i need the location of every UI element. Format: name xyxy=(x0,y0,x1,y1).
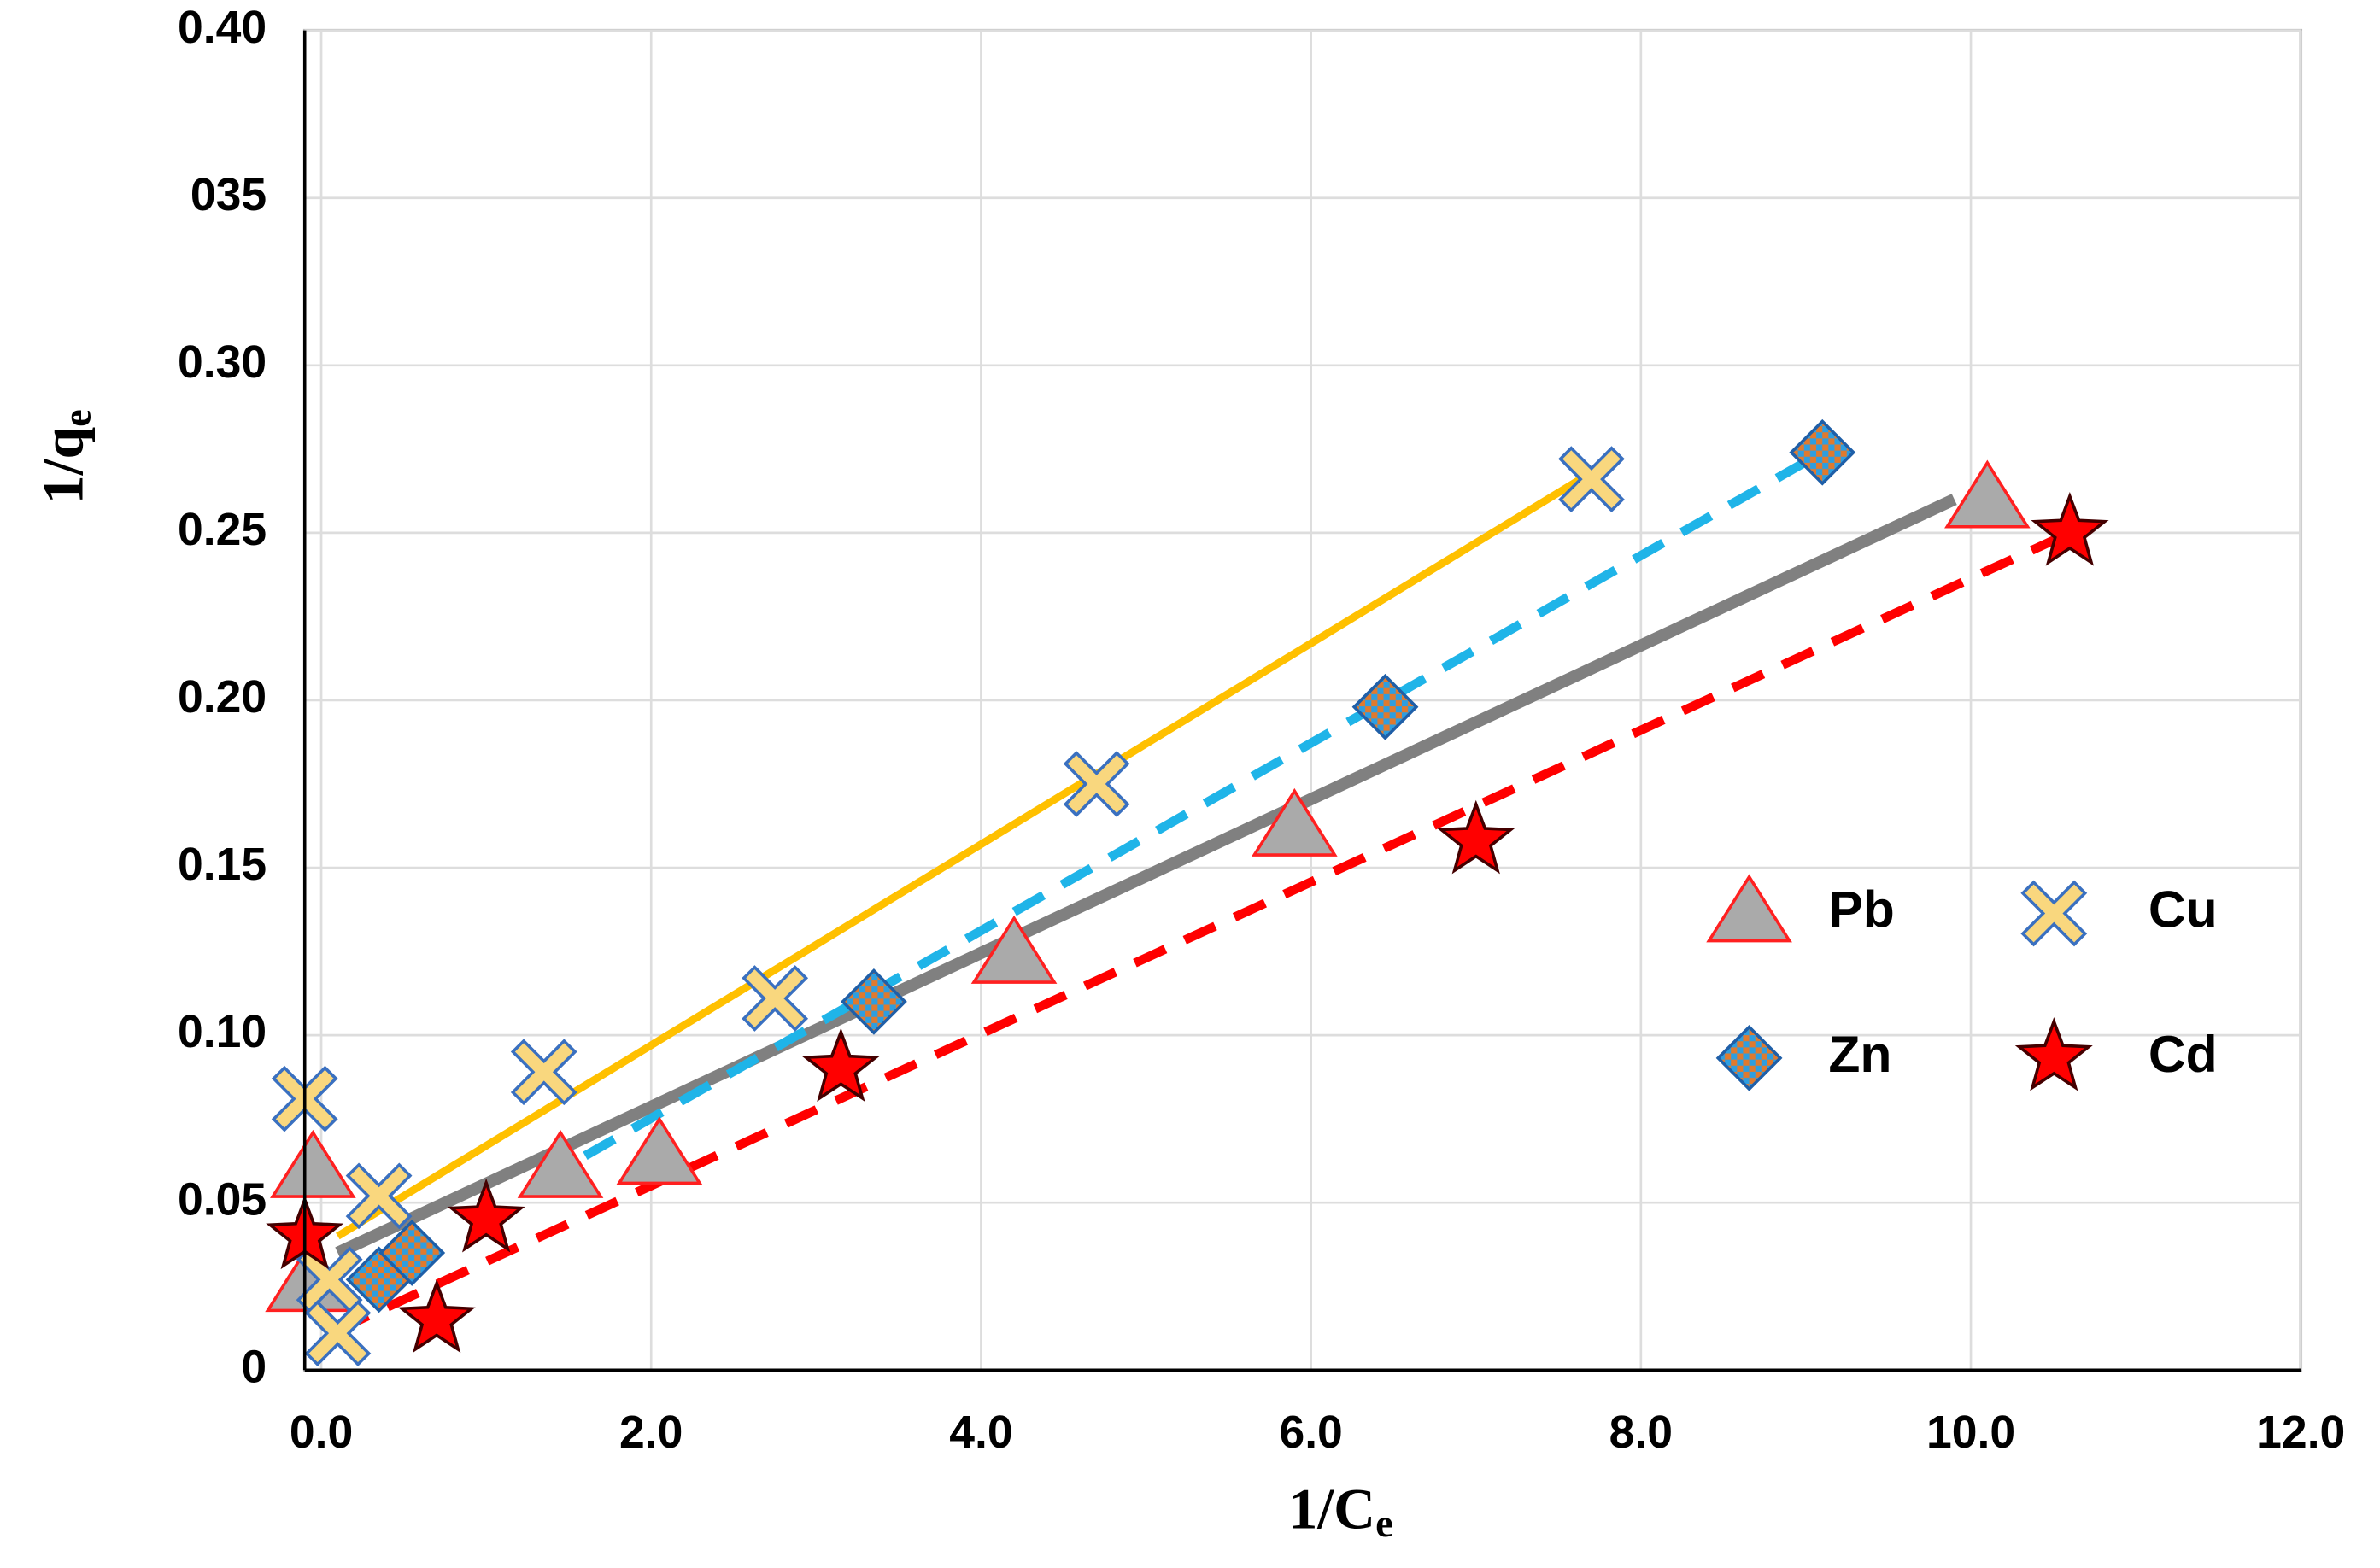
fits xyxy=(335,448,2072,1335)
y-label-sub: e xyxy=(56,409,99,427)
star-marker xyxy=(2031,492,2109,566)
cross-marker xyxy=(1063,751,1130,817)
y-label-main: 1/q xyxy=(31,427,95,505)
trend-line xyxy=(583,448,1825,1160)
x-tick-label: 10.0 xyxy=(1926,1407,2015,1458)
triangle-marker xyxy=(517,1129,604,1198)
y-axis-label: 1/qe xyxy=(31,409,99,504)
y-tick-label: 0.05 xyxy=(178,1174,267,1225)
x-axis-label: 1/Ce xyxy=(1288,1477,1392,1545)
legend-marker xyxy=(1706,874,1792,943)
legend-marker xyxy=(2014,1016,2093,1091)
diamond-marker xyxy=(1351,673,1419,740)
legend-label: Cd xyxy=(2148,1025,2218,1083)
y-tick-label: 0.40 xyxy=(178,3,267,53)
legend-label: Pb xyxy=(1828,881,1894,939)
cross-marker xyxy=(1558,446,1625,513)
y-tick-label: 035 xyxy=(191,170,267,220)
trend-line xyxy=(336,469,1594,1240)
x-tick-label: 4.0 xyxy=(949,1407,1012,1458)
diamond-marker xyxy=(841,968,907,1035)
trend-line xyxy=(336,529,2072,1335)
legend-marker xyxy=(1715,1024,1783,1091)
diamond-marker xyxy=(378,1220,446,1286)
grid xyxy=(304,29,2302,1372)
triangle-marker xyxy=(270,1129,356,1198)
x-tick-label: 6.0 xyxy=(1279,1407,1342,1458)
star-marker xyxy=(801,1027,880,1103)
trend-line xyxy=(335,494,1957,1259)
y-tick-label: 0.10 xyxy=(178,1007,267,1057)
x-tick-label: 8.0 xyxy=(1609,1407,1673,1458)
y-tick-label: 0.20 xyxy=(178,672,267,723)
x-label-sub: e xyxy=(1375,1502,1393,1546)
triangle-marker xyxy=(1252,787,1338,857)
cross-marker xyxy=(296,1246,363,1313)
y-tick-label: 0.30 xyxy=(178,337,267,388)
cross-marker xyxy=(304,1300,372,1367)
triangle-marker xyxy=(1944,459,2031,529)
x-tick-label: 12.0 xyxy=(2256,1407,2345,1458)
x-tick-label: 2.0 xyxy=(619,1407,683,1458)
star-marker xyxy=(397,1278,476,1354)
y-tick-label: 0.15 xyxy=(178,840,267,890)
cross-marker xyxy=(742,965,809,1032)
x-label-main: 1/C xyxy=(1288,1477,1375,1541)
triangle-marker xyxy=(970,915,1058,984)
diamond-marker xyxy=(1789,418,1856,486)
star-marker xyxy=(1437,799,1515,875)
marks xyxy=(265,418,2109,1367)
cross-marker xyxy=(345,1162,413,1230)
legend-label: Cu xyxy=(2148,881,2218,939)
star-marker xyxy=(447,1178,525,1253)
cross-marker xyxy=(510,1039,577,1106)
triangle-marker xyxy=(616,1116,703,1185)
legend-marker xyxy=(2020,880,2088,947)
x-tick-label: 0.0 xyxy=(290,1407,353,1458)
y-tick-label: 0 xyxy=(241,1342,267,1392)
legend-label: Zn xyxy=(1828,1025,1891,1083)
y-tick-label: 0.25 xyxy=(178,505,267,555)
